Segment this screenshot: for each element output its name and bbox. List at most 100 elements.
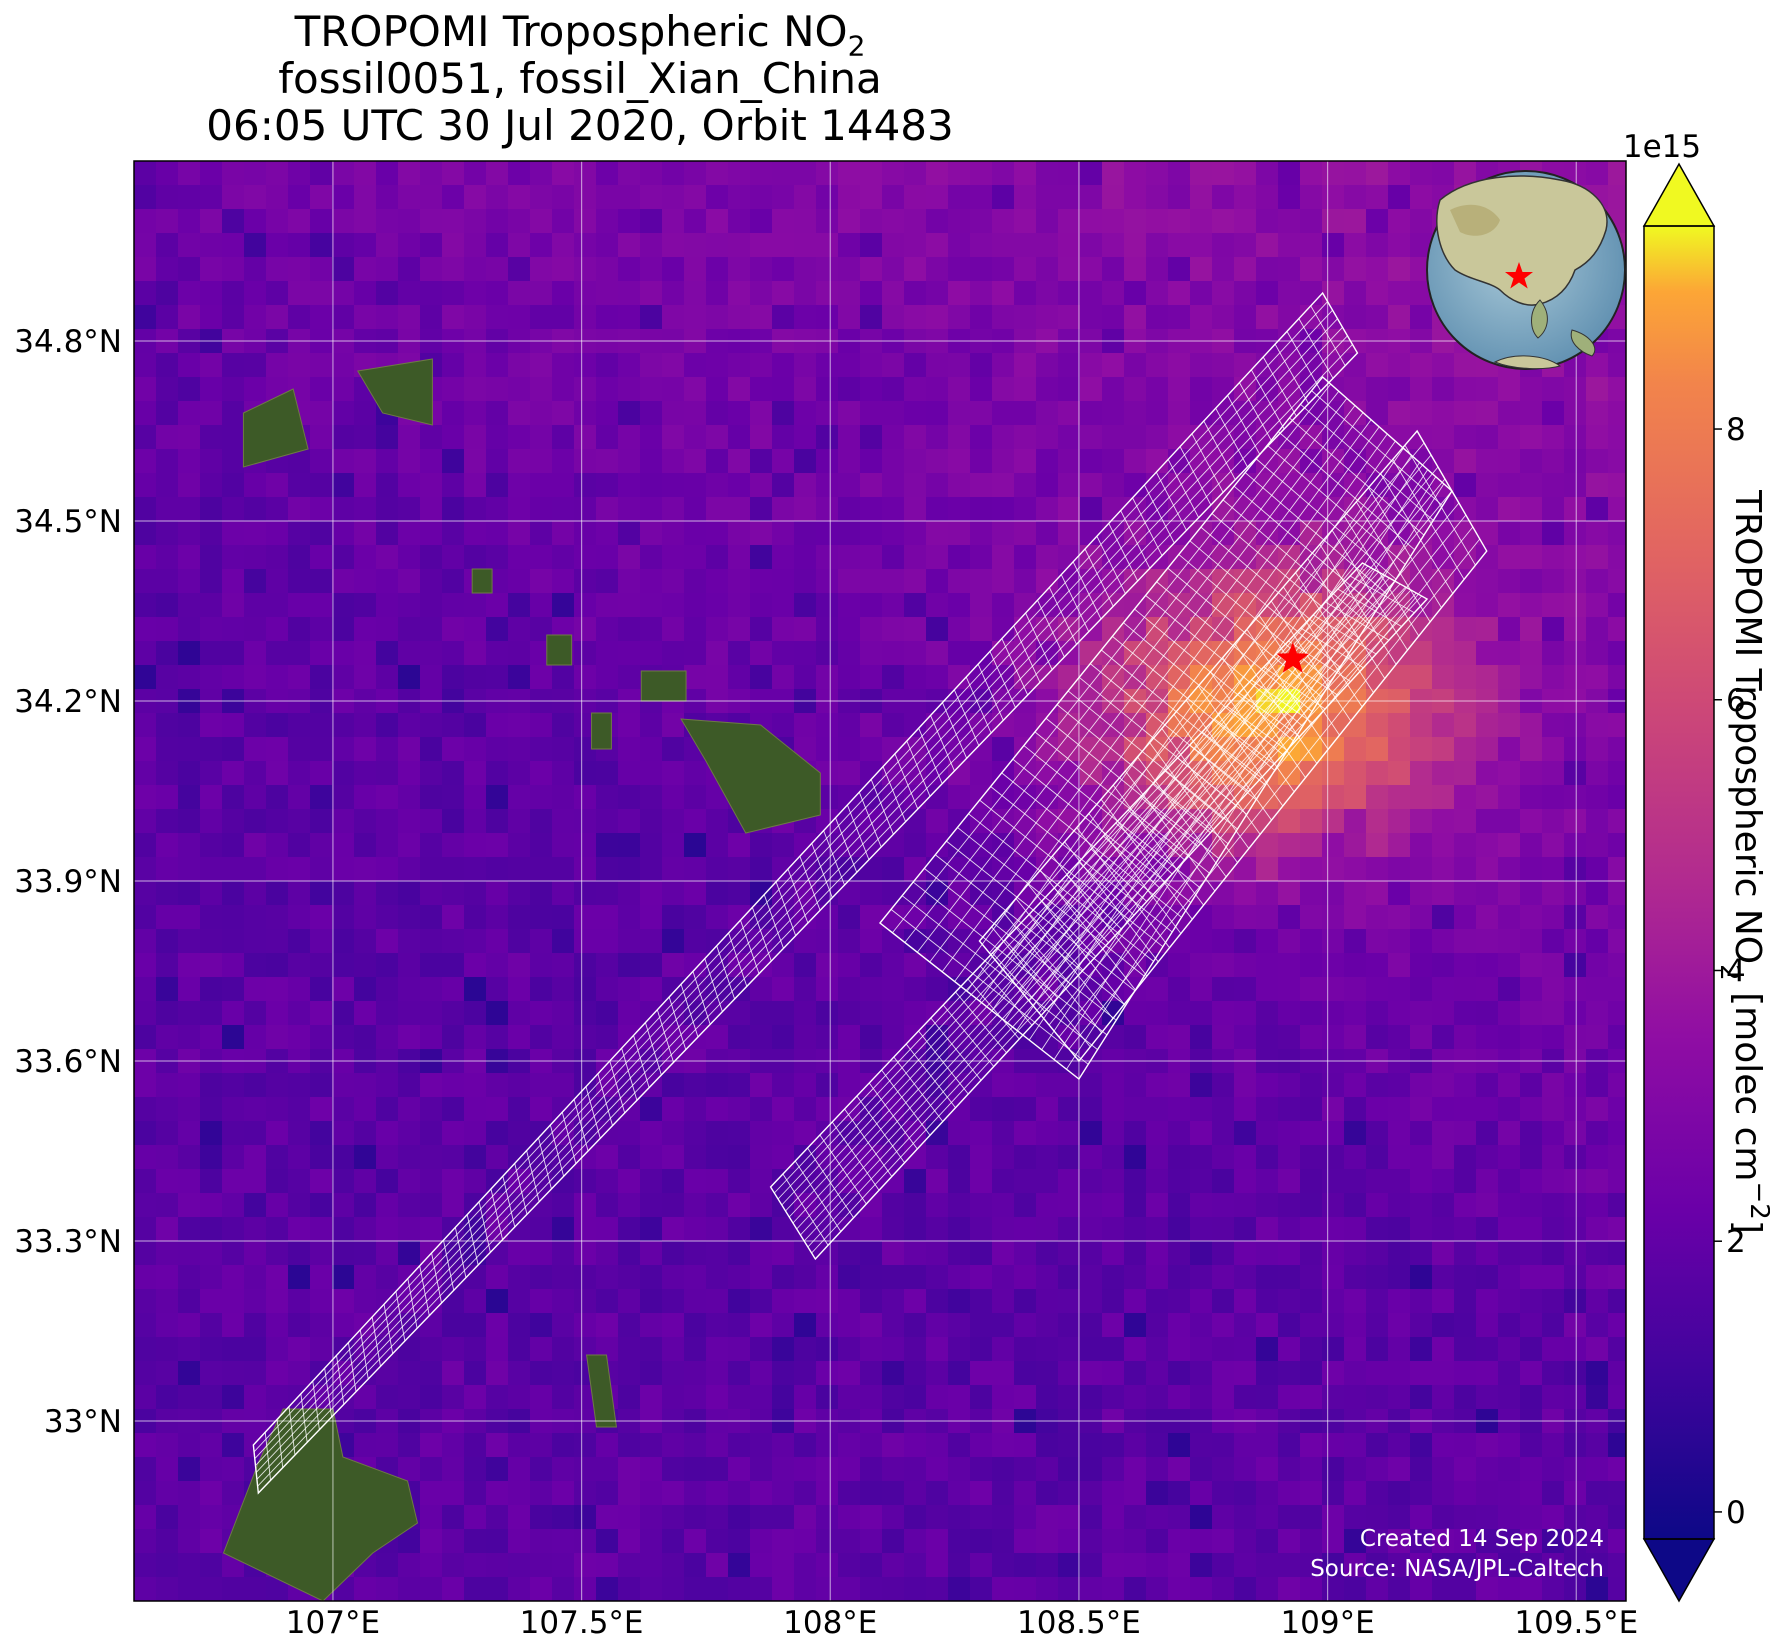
no2-pixel: [1542, 449, 1565, 474]
no2-pixel: [332, 641, 355, 666]
no2-pixel: [1190, 401, 1213, 426]
no2-pixel: [618, 209, 641, 234]
no2-pixel: [1212, 881, 1235, 906]
no2-pixel: [1014, 665, 1037, 690]
no2-pixel: [508, 425, 531, 450]
no2-pixel: [1366, 1457, 1389, 1482]
axis-tick-labels: 107°E 107.5°E 108°E 108.5°E 109°E 109.5°E34.8…: [14, 324, 1638, 1641]
no2-pixel: [1300, 1361, 1323, 1386]
no2-pixel: [596, 1169, 619, 1194]
no2-pixel: [134, 857, 157, 882]
no2-pixel: [1168, 1025, 1191, 1050]
no2-pixel: [1036, 353, 1059, 378]
no2-pixel: [1542, 905, 1565, 930]
no2-pixel: [750, 1241, 773, 1266]
no2-pixel: [1146, 545, 1169, 570]
no2-pixel: [684, 1073, 707, 1098]
no2-pixel: [530, 737, 553, 762]
no2-pixel: [156, 1241, 179, 1266]
no2-pixel: [332, 353, 355, 378]
no2-pixel: [1278, 1481, 1301, 1506]
no2-pixel: [1410, 905, 1433, 930]
no2-pixel: [1586, 425, 1609, 450]
no2-pixel: [1212, 233, 1235, 258]
no2-pixel: [134, 497, 157, 522]
no2-pixel: [1168, 1169, 1191, 1194]
no2-pixel: [882, 1385, 905, 1410]
no2-pixel: [398, 1193, 421, 1218]
no2-pixel: [486, 1097, 509, 1122]
no2-pixel: [948, 785, 971, 810]
no2-pixel: [992, 209, 1015, 234]
no2-pixel: [618, 257, 641, 282]
no2-pixel: [1278, 233, 1301, 258]
no2-pixel: [1058, 1361, 1081, 1386]
no2-pixel: [838, 497, 861, 522]
no2-pixel: [1300, 785, 1323, 810]
no2-pixel: [1036, 1481, 1059, 1506]
no2-pixel: [1322, 953, 1345, 978]
no2-pixel: [1058, 1169, 1081, 1194]
no2-pixel: [1190, 953, 1213, 978]
no2-pixel: [926, 593, 949, 618]
no2-pixel: [244, 233, 267, 258]
no2-pixel: [706, 1433, 729, 1458]
swath-mesh-line: [538, 1137, 552, 1190]
no2-pixel: [464, 449, 487, 474]
no2-pixel: [596, 281, 619, 306]
no2-pixel: [486, 1337, 509, 1362]
no2-pixel: [354, 1433, 377, 1458]
no2-pixel: [596, 353, 619, 378]
no2-pixel: [1168, 545, 1191, 570]
no2-pixel: [552, 377, 575, 402]
no2-pixel: [134, 1025, 157, 1050]
no2-pixel: [794, 353, 817, 378]
no2-pixel: [1190, 1193, 1213, 1218]
no2-pixel: [354, 1073, 377, 1098]
no2-pixel: [1410, 1001, 1433, 1026]
no2-pixel: [1036, 497, 1059, 522]
no2-pixel: [1168, 1577, 1191, 1601]
no2-pixel: [794, 1025, 817, 1050]
swath-mesh-line: [478, 1201, 491, 1253]
no2-pixel: [464, 521, 487, 546]
no2-pixel: [1102, 713, 1125, 738]
no2-pixel: [1520, 1025, 1543, 1050]
no2-pixel: [1410, 1241, 1433, 1266]
no2-pixel: [1432, 1217, 1455, 1242]
no2-pixel: [1388, 857, 1411, 882]
no2-pixel: [1476, 905, 1499, 930]
no2-pixel: [750, 1457, 773, 1482]
no2-pixel: [398, 497, 421, 522]
no2-pixel: [1014, 377, 1037, 402]
no2-pixel: [794, 953, 817, 978]
no2-pixel: [1212, 641, 1235, 666]
no2-pixel: [706, 1481, 729, 1506]
no2-pixel: [1146, 713, 1169, 738]
no2-pixel: [992, 1433, 1015, 1458]
swath-mesh-line: [918, 728, 943, 784]
no2-pixel: [332, 449, 355, 474]
no2-pixel: [794, 1337, 817, 1362]
no2-pixel: [134, 161, 157, 186]
no2-pixel: [200, 953, 223, 978]
no2-pixel: [1388, 1433, 1411, 1458]
no2-pixel: [1366, 977, 1389, 1002]
no2-pixel: [992, 641, 1015, 666]
no2-pixel: [1388, 353, 1411, 378]
no2-pixel: [684, 1241, 707, 1266]
no2-pixel: [684, 809, 707, 834]
no2-pixel: [1036, 1193, 1059, 1218]
no2-pixel: [134, 1193, 157, 1218]
no2-pixel: [948, 641, 971, 666]
no2-pixel: [1256, 1241, 1279, 1266]
no2-pixel: [266, 281, 289, 306]
no2-pixel: [1058, 665, 1081, 690]
no2-pixel: [1498, 1121, 1521, 1146]
no2-pixel: [1256, 1457, 1279, 1482]
no2-pixel: [662, 1073, 685, 1098]
no2-pixel: [1432, 1385, 1455, 1410]
no2-pixel: [926, 377, 949, 402]
no2-pixel: [1014, 785, 1037, 810]
no2-pixel: [1542, 593, 1565, 618]
